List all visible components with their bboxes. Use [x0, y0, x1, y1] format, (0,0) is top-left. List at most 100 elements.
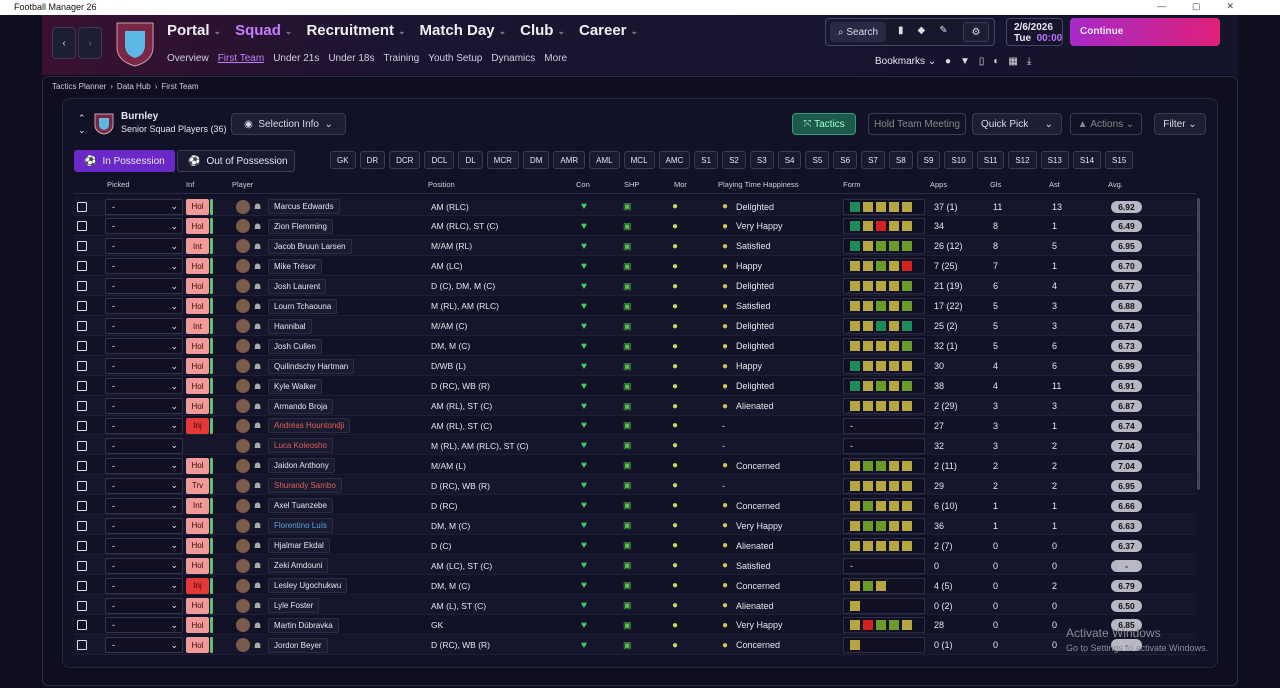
player-name-box[interactable]: Kyle Walker: [268, 378, 323, 394]
checkbox[interactable]: [77, 257, 87, 276]
checkbox[interactable]: [77, 377, 87, 396]
picked-dropdown[interactable]: - ⌄: [105, 437, 183, 454]
sub-nav-item[interactable]: First Team: [217, 53, 265, 64]
player-name-box[interactable]: Jacob Bruun Larsen: [268, 238, 352, 254]
checkbox[interactable]: [77, 237, 87, 256]
position-chip[interactable]: S13: [1040, 151, 1069, 169]
checkbox[interactable]: [77, 616, 87, 635]
picked-dropdown[interactable]: - ⌄: [105, 637, 183, 654]
forward-button[interactable]: ›: [78, 27, 102, 59]
bookmarks[interactable]: Bookmarks ⌄ ●▼▯◐▦⤓: [875, 56, 1041, 67]
player-name-box[interactable]: Lourn Tchaouna: [268, 298, 338, 314]
checkbox[interactable]: [77, 596, 87, 615]
picked-dropdown[interactable]: - ⌄: [105, 497, 183, 514]
position-chip[interactable]: S6: [833, 151, 858, 169]
checkbox[interactable]: [77, 317, 87, 336]
checkbox[interactable]: [77, 277, 87, 296]
player-name-box[interactable]: Shurandy Sambo: [268, 478, 342, 494]
checkbox[interactable]: [77, 636, 87, 655]
position-chip[interactable]: S8: [888, 151, 913, 169]
selection-info-button[interactable]: ◉ Selection Info ⌄: [231, 113, 346, 135]
player-name-box[interactable]: Axel Tuanzebe: [268, 498, 333, 514]
breadcrumb-item[interactable]: Tactics Planner: [52, 82, 107, 91]
position-chip[interactable]: DCR: [389, 151, 421, 169]
player-name-box[interactable]: Marcus Edwards: [268, 199, 340, 214]
player-name-box[interactable]: Jaidon Anthony: [268, 458, 335, 474]
checkbox[interactable]: [77, 516, 87, 535]
position-chip[interactable]: DL: [458, 151, 483, 169]
picked-dropdown[interactable]: - ⌄: [105, 278, 183, 295]
picked-dropdown[interactable]: - ⌄: [105, 537, 183, 554]
picked-dropdown[interactable]: - ⌄: [105, 198, 183, 215]
actions-button[interactable]: ▲ Actions ⌄: [1070, 113, 1142, 135]
column-header[interactable]: Apps: [930, 180, 948, 189]
breadcrumb-item[interactable]: Data Hub: [116, 82, 151, 91]
sub-nav-item[interactable]: Under 21s: [273, 53, 320, 64]
player-name-box[interactable]: Martin Dúbravka: [268, 617, 339, 633]
main-nav-item[interactable]: Career ⌄: [579, 22, 638, 39]
picked-dropdown[interactable]: - ⌄: [105, 338, 183, 355]
checkbox[interactable]: [77, 556, 87, 575]
sub-nav-item[interactable]: More: [544, 53, 568, 64]
player-name-box[interactable]: Luca Koleosho: [268, 438, 333, 454]
back-button[interactable]: ‹: [52, 27, 76, 59]
picked-dropdown[interactable]: - ⌄: [105, 477, 183, 494]
tactics-button[interactable]: ⤧ Tactics: [792, 113, 856, 135]
main-nav-item[interactable]: Recruitment ⌄: [306, 22, 405, 39]
checkbox[interactable]: [77, 416, 87, 435]
picked-dropdown[interactable]: - ⌄: [105, 457, 183, 474]
picked-dropdown[interactable]: - ⌄: [105, 557, 183, 574]
picked-dropdown[interactable]: - ⌄: [105, 218, 183, 235]
column-header[interactable]: Position: [428, 180, 455, 189]
picked-dropdown[interactable]: - ⌄: [105, 417, 183, 434]
checkbox[interactable]: [77, 456, 87, 475]
checkbox[interactable]: [77, 357, 87, 376]
sub-nav-item[interactable]: Dynamics: [491, 53, 536, 64]
column-header[interactable]: Ast: [1049, 180, 1060, 189]
position-chip[interactable]: MCR: [486, 151, 519, 169]
main-nav-item[interactable]: Squad ⌄: [235, 22, 292, 39]
player-name-box[interactable]: Lyle Foster: [268, 598, 320, 613]
sub-nav-item[interactable]: Training: [383, 53, 420, 64]
picked-dropdown[interactable]: - ⌄: [105, 238, 183, 255]
position-chip[interactable]: S4: [777, 151, 802, 169]
player-name-box[interactable]: Andréas Hountondji: [268, 418, 351, 434]
player-name-box[interactable]: Florentino Luís: [268, 518, 333, 534]
filter-button[interactable]: Filter ⌄: [1154, 113, 1206, 135]
picked-dropdown[interactable]: - ⌄: [105, 298, 183, 315]
search-button[interactable]: ⌕ Search: [830, 22, 886, 42]
picked-dropdown[interactable]: - ⌄: [105, 597, 183, 614]
position-chip[interactable]: AML: [589, 151, 620, 169]
column-header[interactable]: Con: [576, 180, 590, 189]
position-chip[interactable]: S3: [749, 151, 774, 169]
position-chip[interactable]: S14: [1072, 151, 1102, 169]
sub-nav-item[interactable]: Overview: [167, 53, 209, 64]
position-chip[interactable]: S9: [916, 151, 941, 169]
checkbox[interactable]: [77, 476, 87, 495]
column-header[interactable]: Playing Time Happiness: [718, 180, 799, 189]
column-header[interactable]: Player: [232, 180, 254, 189]
checkbox[interactable]: [77, 297, 87, 316]
main-nav-item[interactable]: Match Day ⌄: [420, 22, 507, 39]
continue-button[interactable]: Continue: [1070, 18, 1220, 46]
player-name-box[interactable]: Lesley Ugochukwu: [268, 578, 348, 594]
position-chip[interactable]: S2: [722, 151, 746, 169]
main-nav-item[interactable]: Club ⌄: [520, 22, 565, 39]
tab[interactable]: ⚽ Out of Possession: [177, 150, 295, 172]
position-chip[interactable]: S1: [694, 151, 719, 169]
position-chip[interactable]: DM: [522, 151, 550, 169]
position-chip[interactable]: DCL: [424, 151, 455, 169]
picked-dropdown[interactable]: - ⌄: [105, 258, 183, 275]
position-chip[interactable]: S15: [1105, 151, 1134, 169]
player-name-box[interactable]: Quilindschy Hartman: [268, 358, 355, 374]
checkbox[interactable]: [77, 576, 87, 595]
picked-dropdown[interactable]: - ⌄: [105, 378, 183, 395]
picked-dropdown[interactable]: - ⌄: [105, 617, 183, 634]
player-name-box[interactable]: Zeki Amdouni: [268, 558, 329, 574]
position-chip[interactable]: GK: [330, 151, 356, 169]
position-chip[interactable]: AMR: [553, 151, 586, 169]
collapse-toggle[interactable]: ⌃ ⌄: [78, 113, 86, 135]
column-header[interactable]: Inf: [186, 180, 195, 189]
sub-nav-item[interactable]: Youth Setup: [428, 53, 483, 64]
checkbox[interactable]: [77, 197, 87, 216]
